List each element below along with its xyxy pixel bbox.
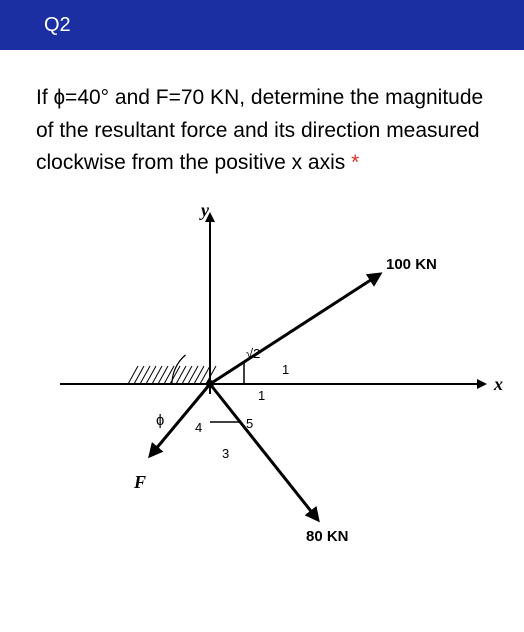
tri0-hyp: √2 — [246, 346, 260, 361]
y-axis-label: y — [201, 200, 209, 221]
phi-angle-label: ɸ — [156, 412, 164, 429]
tri1-rise: 4 — [195, 420, 202, 435]
tri0-rise: 1 — [282, 362, 289, 377]
question-header: Q2 — [0, 0, 524, 50]
figure-area: y x 100 KN 80 KN F ɸ √2 1 1 5 4 3 — [0, 194, 524, 554]
force-100-label: 100 KN — [386, 256, 437, 273]
required-asterisk: * — [351, 151, 359, 174]
question-text: If ɸ=40° and F=70 KN, determine the magn… — [36, 82, 488, 180]
question-number: Q2 — [44, 14, 71, 37]
force-diagram-svg — [0, 194, 524, 554]
force-80-label: 80 KN — [306, 528, 349, 545]
page-root: Q2 If ɸ=40° and F=70 KN, determine the m… — [0, 0, 524, 632]
tri1-hyp: 5 — [246, 416, 253, 431]
question-body: If ɸ=40° and F=70 KN, determine the magn… — [36, 86, 483, 174]
x-axis-label: x — [494, 374, 503, 395]
force-F-label: F — [134, 472, 146, 493]
tri0-run: 1 — [258, 388, 265, 403]
tri1-run: 3 — [222, 446, 229, 461]
question-area: If ɸ=40° and F=70 KN, determine the magn… — [0, 50, 524, 180]
